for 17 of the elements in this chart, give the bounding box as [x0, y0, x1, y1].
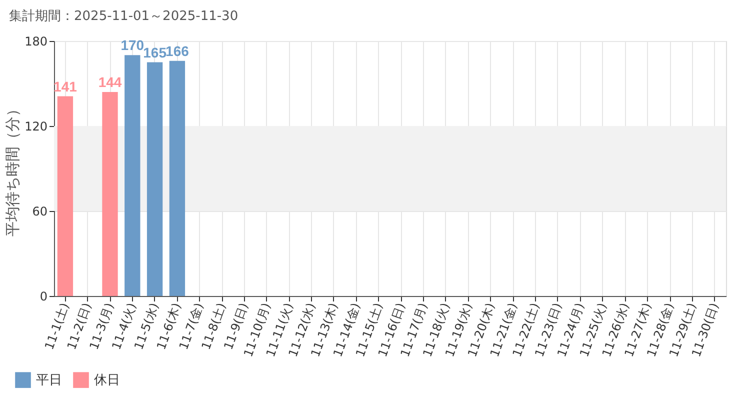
data-label: 170 — [120, 37, 144, 54]
y-tick-label: 0 — [40, 290, 48, 304]
bar — [169, 60, 186, 296]
bar — [102, 92, 118, 296]
legend-label: 平日 — [36, 373, 62, 388]
y-tick-label: 60 — [32, 204, 48, 218]
y-axis-title: 平均待ち時間（分） — [4, 102, 22, 236]
bar — [57, 96, 74, 296]
chart-subtitle: 集計期間：2025-11-01～2025-11-30 — [9, 9, 238, 24]
y-tick-label: 120 — [24, 120, 48, 134]
data-label: 144 — [98, 74, 122, 90]
data-label: 165 — [143, 44, 167, 60]
bar — [146, 62, 163, 296]
legend-label: 休日 — [94, 373, 120, 388]
y-tick-label: 180 — [24, 34, 48, 48]
bar — [124, 55, 140, 296]
data-label: 166 — [166, 42, 190, 59]
